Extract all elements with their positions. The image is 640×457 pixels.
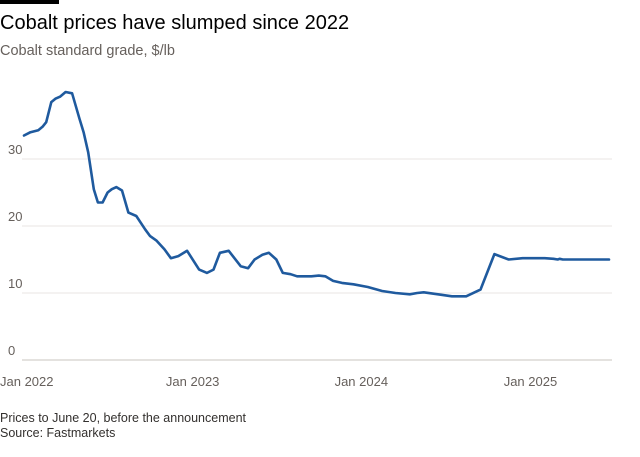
- x-tick-label: Jan 2024: [335, 374, 389, 389]
- x-tick-label: Jan 2025: [504, 374, 558, 389]
- footnote-source: Source: Fastmarkets: [0, 426, 116, 440]
- series-layer: [22, 90, 611, 298]
- x-tick-label: Jan 2023: [166, 374, 220, 389]
- chart-subtitle: Cobalt standard grade, $/lb: [0, 43, 175, 59]
- x-tick-labels: Jan 2022 Jan 2023 Jan 2024 Jan 2025: [0, 374, 557, 389]
- y-tick-label: 0: [8, 343, 15, 358]
- x-tick-label: Jan 2022: [0, 374, 54, 389]
- footnote: Prices to June 20, before the announceme…: [0, 411, 246, 441]
- header-rule: [0, 0, 59, 4]
- cobalt-price-chart: 0 10 20 30 Jan 2022 Jan 2023 Jan 2024 Jan 2025: [0, 90, 612, 389]
- gridlines: [22, 158, 612, 294]
- chart-title: Cobalt prices have slumped since 2022: [0, 12, 350, 34]
- y-tick-label: 30: [8, 142, 22, 157]
- y-tick-label: 10: [8, 276, 22, 291]
- series-line: [22, 90, 611, 298]
- y-tick-label: 20: [8, 209, 22, 224]
- footnote-note: Prices to June 20, before the announceme…: [0, 411, 246, 425]
- y-tick-labels: 0 10 20 30: [8, 142, 22, 358]
